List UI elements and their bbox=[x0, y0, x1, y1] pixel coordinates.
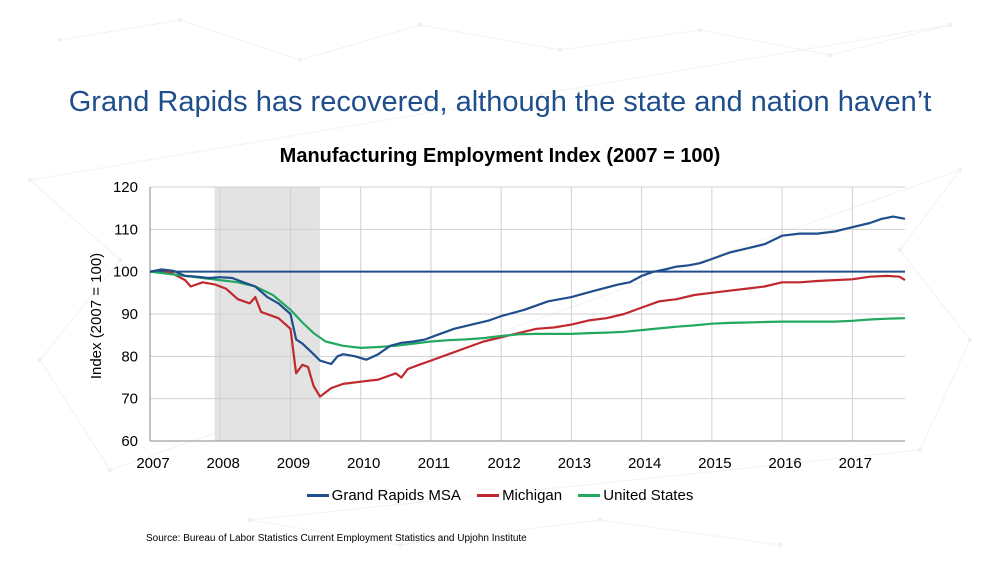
x-tick-label-2012: 2012 bbox=[487, 455, 520, 472]
x-tick-label-2007: 2007 bbox=[136, 455, 169, 472]
y-axis-label: Index (2007 = 100) bbox=[88, 253, 105, 379]
pattern-edge bbox=[179, 19, 301, 61]
x-tick-label-2017: 2017 bbox=[839, 455, 872, 472]
pattern-edge bbox=[599, 519, 781, 546]
series-line-michigan bbox=[149, 268, 906, 398]
pattern-edge bbox=[39, 259, 121, 361]
y-tick-label-90: 90 bbox=[121, 306, 138, 323]
pattern-edge bbox=[899, 249, 971, 341]
pattern-edge bbox=[29, 179, 121, 261]
pattern-edge bbox=[559, 29, 701, 51]
legend-label-grand-rapids: Grand Rapids MSA bbox=[331, 487, 461, 504]
legend-item-grand-rapids: Grand Rapids MSA bbox=[306, 487, 461, 504]
x-tick-label-2010: 2010 bbox=[347, 455, 380, 472]
y-tick-label-110: 110 bbox=[114, 221, 138, 238]
x-tick-label-2014: 2014 bbox=[628, 455, 661, 472]
pattern-edge bbox=[899, 169, 961, 251]
pattern-edge bbox=[59, 19, 181, 41]
x-tick-label-2016: 2016 bbox=[768, 455, 801, 472]
y-tick-label-120: 120 bbox=[113, 179, 138, 196]
x-tick-label-2013: 2013 bbox=[558, 455, 591, 472]
pattern-edge bbox=[829, 24, 951, 56]
slide-title: Grand Rapids has recovered, although the… bbox=[68, 86, 932, 118]
x-tick-label-2011: 2011 bbox=[418, 455, 450, 472]
y-tick-label-70: 70 bbox=[121, 391, 138, 408]
pattern-edge bbox=[419, 24, 561, 51]
series-line-united-states bbox=[149, 270, 906, 349]
pattern-edge bbox=[249, 519, 401, 546]
pattern-edge bbox=[39, 359, 111, 471]
pattern-edge bbox=[919, 339, 971, 451]
legend-label-michigan: Michigan bbox=[502, 487, 563, 504]
source-note: Source: Bureau of Labor Statistics Curre… bbox=[146, 533, 527, 544]
legend-item-united-states: United States bbox=[578, 487, 693, 504]
y-tick-label-60: 60 bbox=[121, 433, 138, 450]
legend-swatch-grand-rapids bbox=[306, 494, 329, 497]
legend-swatch-michigan bbox=[477, 494, 500, 497]
x-tick-label-2008: 2008 bbox=[207, 455, 240, 472]
series-line-grand-rapids bbox=[149, 215, 906, 366]
x-tick-label-2015: 2015 bbox=[698, 455, 731, 472]
chart-legend: Grand Rapids MSA Michigan United States bbox=[0, 484, 1000, 504]
chart-title: Manufacturing Employment Index (2007 = 1… bbox=[279, 145, 721, 167]
y-tick-label-80: 80 bbox=[121, 348, 138, 365]
legend-swatch-united-states bbox=[578, 494, 601, 497]
x-tick-label-2009: 2009 bbox=[277, 455, 310, 472]
legend-item-michigan: Michigan bbox=[477, 487, 562, 504]
y-tick-label-100: 100 bbox=[113, 264, 138, 281]
pattern-edge bbox=[399, 519, 601, 546]
pattern-edge bbox=[699, 29, 831, 56]
pattern-edge bbox=[299, 24, 421, 61]
pattern-edge bbox=[249, 449, 921, 521]
pattern-edge bbox=[29, 24, 951, 181]
legend-label-united-states: United States bbox=[603, 487, 694, 504]
